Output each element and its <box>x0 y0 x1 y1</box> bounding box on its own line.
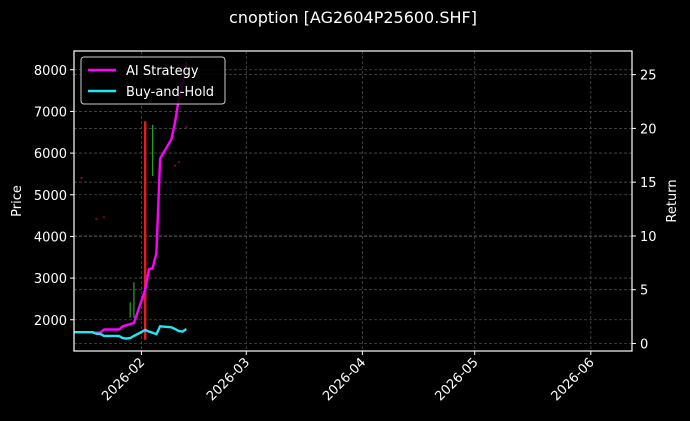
axes: 2000 3000 4000 5000 6000 7000 8000 0 5 10 15 20 25 20… <box>34 64 657 404</box>
price-marker <box>95 217 98 220</box>
y-right-tick-label: 20 <box>640 122 657 137</box>
x-tick-label: 2026-03 <box>204 355 253 404</box>
axes-frame <box>73 50 633 352</box>
y-right-tick-label: 0 <box>640 337 648 352</box>
y-tick-label: 3000 <box>34 272 67 287</box>
y-tick-label: 5000 <box>34 189 67 204</box>
y-tick-label: 7000 <box>34 105 67 120</box>
y-right-tick-label: 10 <box>640 230 657 245</box>
y-right-tick-label: 15 <box>640 176 657 191</box>
price-marker <box>177 161 180 164</box>
y-axis-label: Price <box>10 185 25 217</box>
series-line-buy-and-hold <box>74 325 187 340</box>
x-tick-label: 2026-05 <box>433 355 482 404</box>
grid <box>74 51 632 351</box>
x-tick-label: 2026-06 <box>549 355 598 404</box>
series-line-ai-strategy <box>92 61 188 334</box>
price-marker <box>80 177 83 180</box>
x-tick-label: 2026-04 <box>320 355 369 404</box>
y-tick-label: 6000 <box>34 147 67 162</box>
legend-label-buy-and-hold: Buy-and-Hold <box>126 85 214 100</box>
y-right-tick-label: 5 <box>640 284 648 299</box>
legend-box <box>80 56 226 105</box>
y-tick-label: 2000 <box>34 314 67 329</box>
price-marker <box>174 164 177 167</box>
price-marker <box>185 126 188 129</box>
y-right-tick-label: 25 <box>640 69 657 84</box>
x-tick-label: 2026-02 <box>99 355 148 404</box>
y-tick-label: 4000 <box>34 230 67 245</box>
y-tick-label: 8000 <box>34 64 67 79</box>
legend: AI Strategy Buy-and-Hold <box>80 56 226 105</box>
legend-label-ai-strategy: AI Strategy <box>126 64 199 79</box>
chart-title: cnoption [AG2604P25600.SHF] <box>229 8 477 27</box>
plot-area <box>74 61 188 340</box>
price-marker <box>102 216 105 219</box>
y-axis-right-label: Return <box>665 179 680 222</box>
